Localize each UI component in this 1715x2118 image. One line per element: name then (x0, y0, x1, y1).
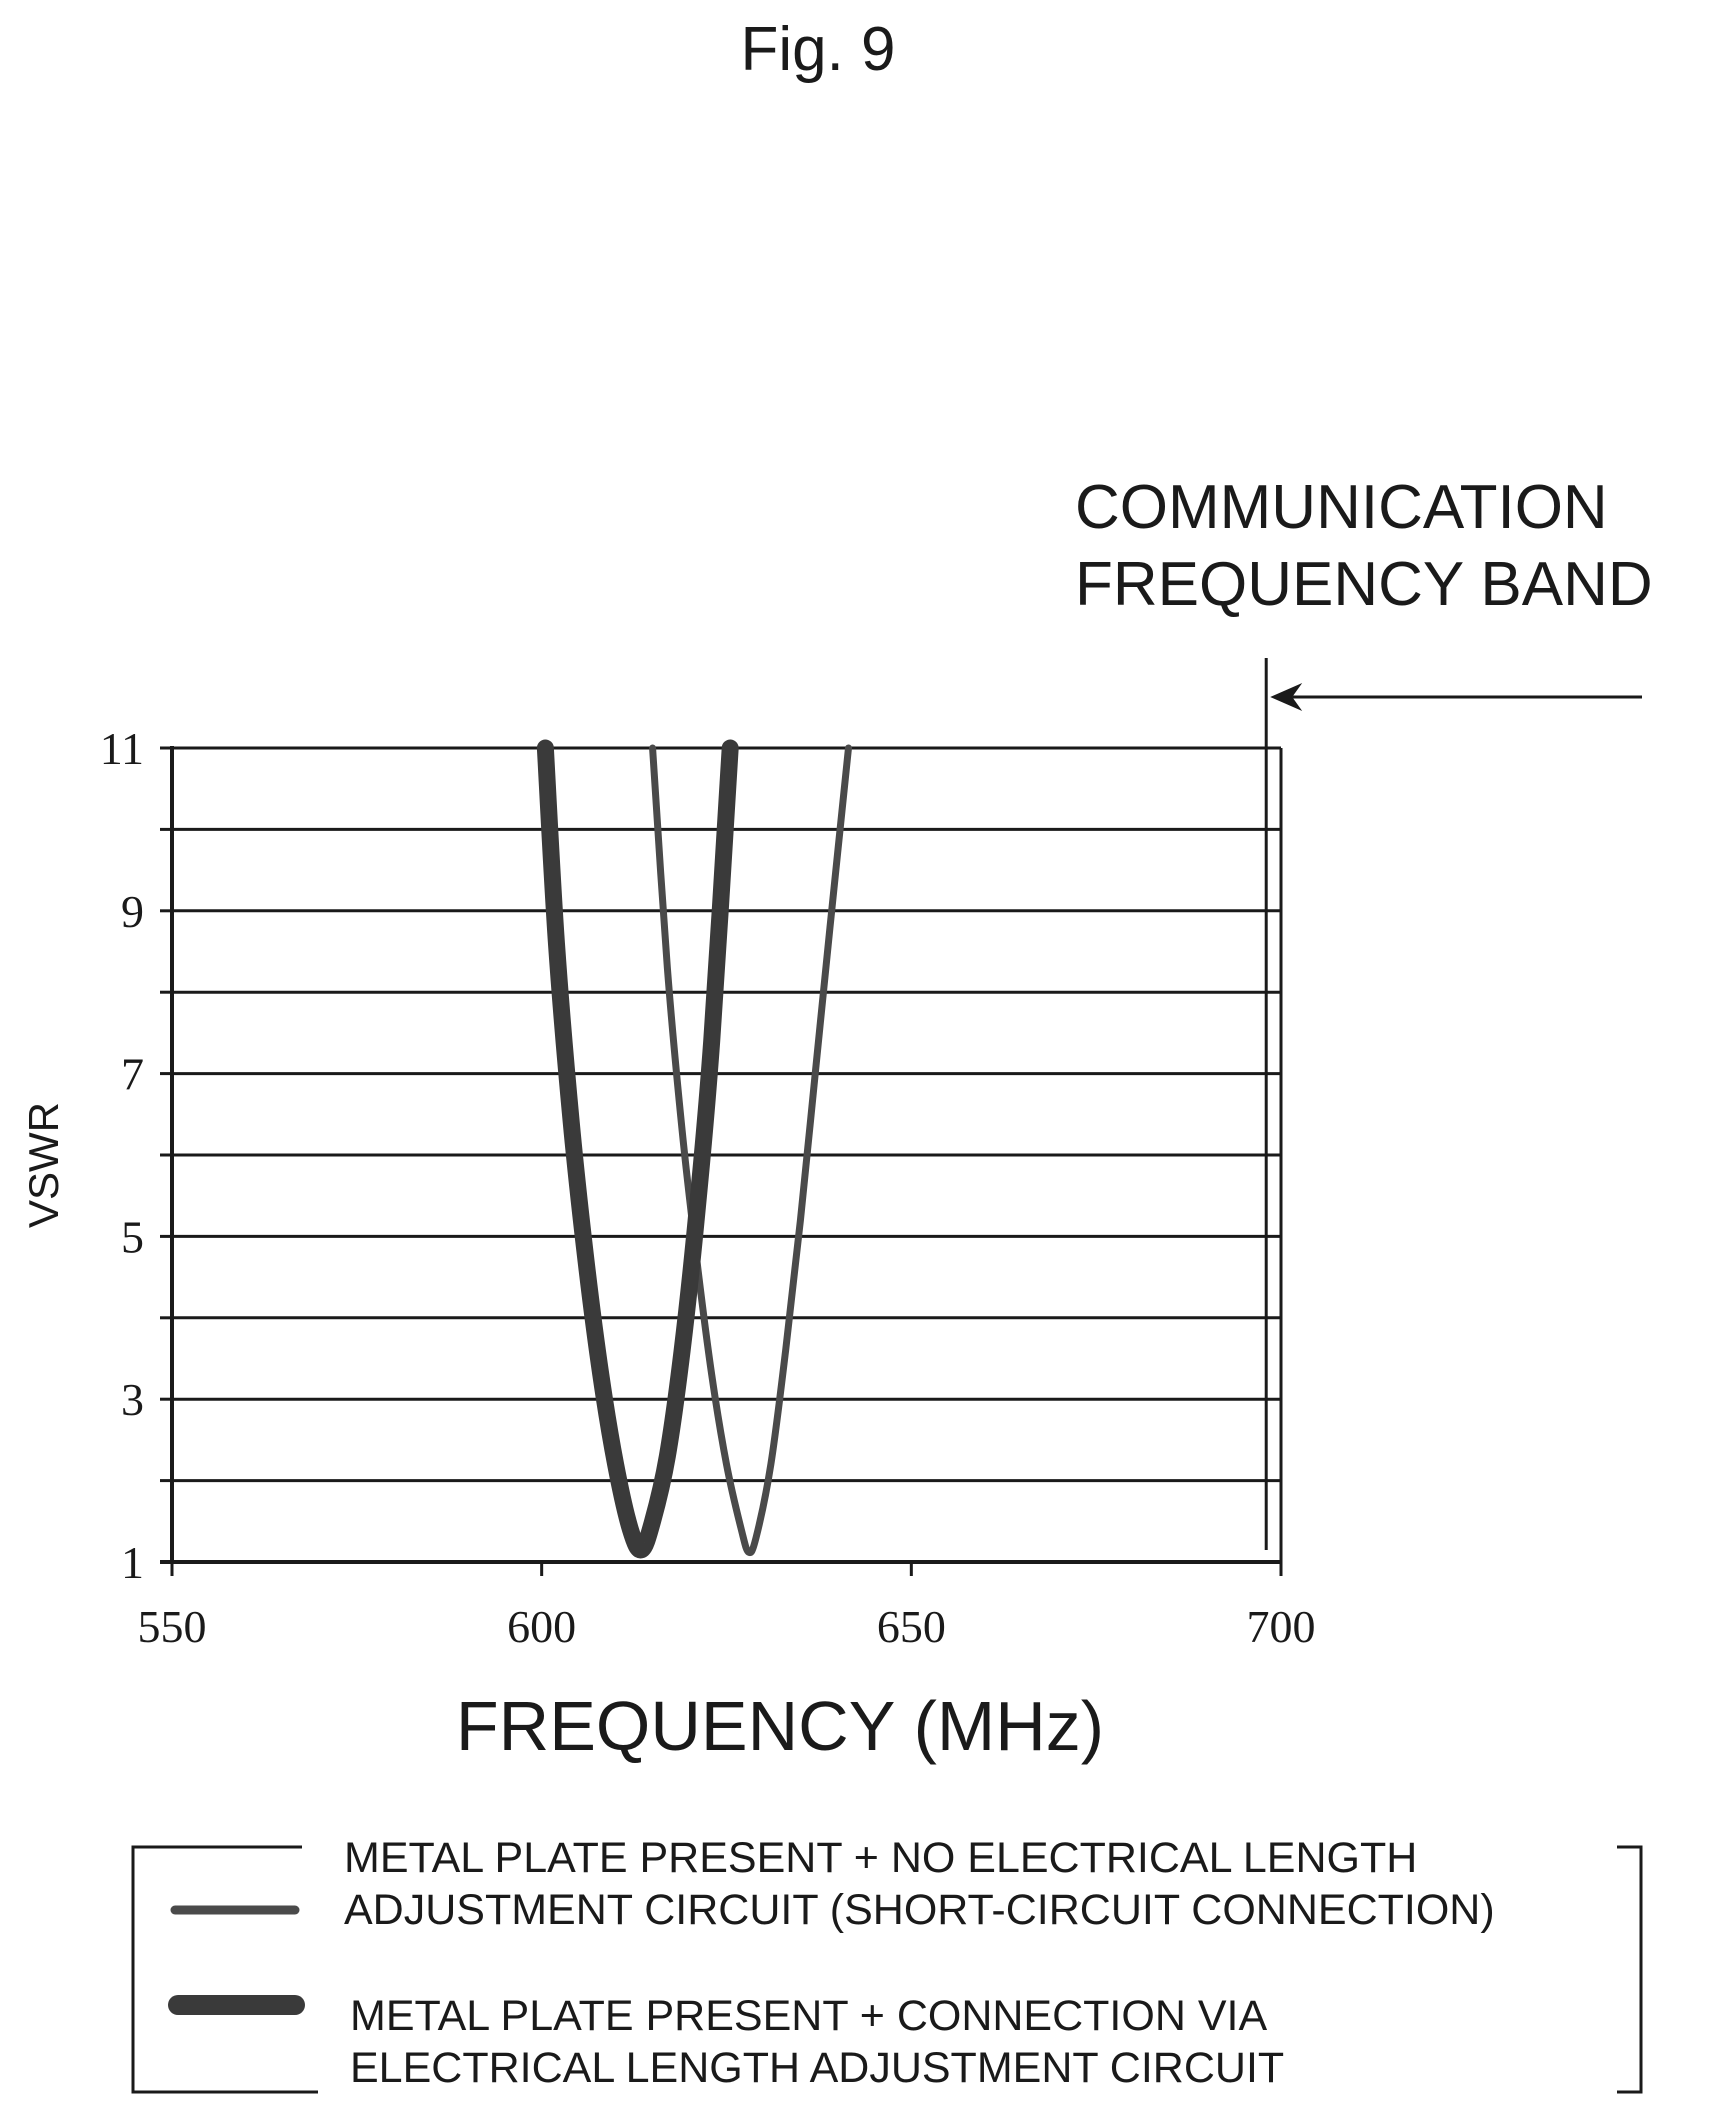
x-tick-label-700: 700 (1247, 1601, 1316, 1652)
band-arrow-head (1270, 683, 1303, 711)
series-line-2 (536, 739, 739, 1559)
x-tick-label-550: 550 (138, 1601, 207, 1652)
legend-left-bracket (131, 1845, 318, 2094)
series-lines (536, 739, 852, 1559)
y-tick-label-7: 7 (121, 1049, 144, 1100)
x-axis-label: FREQUENCY (MHz) (456, 1687, 1104, 1765)
y-axis-label: VSWR (20, 1102, 67, 1228)
axes (160, 746, 1283, 1576)
legend-entry-2-line-2: ELECTRICAL LENGTH ADJUSTMENT CIRCUIT (350, 2044, 1284, 2092)
y-tick-label-11: 11 (100, 723, 144, 774)
y-tick-label-1: 1 (121, 1537, 144, 1588)
x-tick-label-600: 600 (507, 1601, 576, 1652)
legend-entry-1-line-2: ADJUSTMENT CIRCUIT (SHORT-CIRCUIT CONNEC… (344, 1886, 1495, 1934)
tick-labels: 1 3 5 7 9 11 550 600 650 700 (100, 723, 1316, 1652)
legend-right-bracket (1617, 1845, 1643, 2094)
legend-entry-2-line-1: METAL PLATE PRESENT + CONNECTION VIA (350, 1992, 1267, 2040)
legend: METAL PLATE PRESENT + NO ELECTRICAL LENG… (131, 1834, 1643, 2094)
band-annotation-line-1: COMMUNICATION (1075, 473, 1608, 542)
band-annotation-line-2: FREQUENCY BAND (1075, 550, 1653, 619)
series-line-1 (649, 744, 852, 1557)
y-tick-label-3: 3 (121, 1374, 144, 1425)
y-tick-label-9: 9 (121, 886, 144, 937)
band-annotation-marker (1264, 658, 1642, 1550)
figure-title: Fig. 9 (740, 15, 895, 84)
legend-entry-1-line-1: METAL PLATE PRESENT + NO ELECTRICAL LENG… (344, 1834, 1417, 1882)
x-tick-label-650: 650 (877, 1601, 946, 1652)
y-tick-label-5: 5 (121, 1211, 144, 1262)
